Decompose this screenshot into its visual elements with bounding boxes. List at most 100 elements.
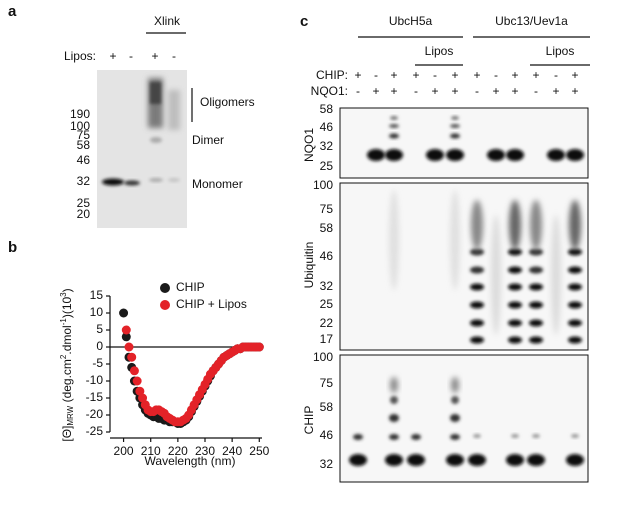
marker-label: 46 — [320, 428, 334, 442]
band — [450, 190, 460, 290]
x-tick-label: 250 — [249, 444, 269, 458]
blot — [339, 354, 589, 483]
marker-label: 25 — [77, 196, 91, 210]
marker-label: 46 — [77, 153, 91, 167]
marker-label: 25 — [320, 297, 334, 311]
band — [508, 319, 522, 327]
band — [568, 283, 582, 291]
annotation: Oligomers — [200, 95, 255, 109]
marker-label: 46 — [320, 120, 334, 134]
lane-sign: - — [433, 68, 437, 82]
band — [385, 149, 403, 161]
legend-label: CHIP — [176, 280, 205, 294]
blot — [339, 107, 589, 179]
band — [451, 396, 459, 404]
y-label-part: (deg.cm — [60, 359, 74, 406]
band — [491, 215, 501, 335]
lane-sign: + — [511, 68, 518, 82]
lane-sign: + — [151, 49, 158, 63]
marker-label: 58 — [77, 138, 91, 152]
band — [411, 434, 421, 440]
band — [470, 283, 484, 291]
point — [119, 308, 129, 318]
band — [390, 396, 398, 404]
x-tick-label: 210 — [141, 444, 161, 458]
point — [124, 342, 134, 352]
marker-label: 100 — [313, 178, 333, 192]
band — [450, 414, 460, 422]
lane-sign: + — [492, 84, 499, 98]
point — [132, 376, 142, 386]
band — [389, 133, 399, 139]
marker-label: 75 — [320, 376, 334, 390]
y-label-part: [Θ] — [60, 426, 74, 442]
row-label: NQO1: — [311, 84, 348, 98]
band — [551, 215, 561, 335]
blot — [339, 182, 589, 351]
band — [529, 319, 543, 327]
band — [446, 149, 464, 161]
row-label: CHIP: — [316, 68, 348, 82]
blot-label: Ubiquitin — [302, 242, 316, 289]
band — [389, 124, 399, 128]
band — [450, 434, 460, 440]
blot-label: CHIP — [302, 406, 316, 435]
lane-sign: + — [571, 68, 578, 82]
lane-sign: + — [412, 68, 419, 82]
band — [508, 266, 522, 274]
band — [568, 266, 582, 274]
lane-sign: + — [451, 84, 458, 98]
band — [407, 454, 425, 466]
band — [506, 149, 524, 161]
panel-label: b — [8, 239, 17, 256]
lane-sign: + — [552, 84, 559, 98]
annotation: Monomer — [192, 177, 243, 191]
y-tick-label: -25 — [86, 424, 104, 438]
band — [569, 200, 581, 250]
band — [470, 248, 484, 256]
point — [127, 352, 137, 362]
marker-label: 17 — [320, 332, 334, 346]
band — [451, 116, 459, 120]
band — [353, 434, 363, 440]
band — [349, 454, 367, 466]
marker-label: 100 — [313, 350, 333, 364]
x-tick-label: 200 — [114, 444, 134, 458]
band — [527, 454, 545, 466]
point — [121, 332, 131, 342]
annotation: Dimer — [192, 133, 224, 147]
lane-sign: - — [356, 84, 360, 98]
point — [121, 325, 131, 335]
x-axis-label: Wavelength (nm) — [145, 454, 236, 468]
band — [450, 133, 460, 139]
y-label-part: ) — [60, 288, 74, 292]
marker-label: 75 — [320, 202, 334, 216]
band — [450, 124, 460, 128]
marker-label: 58 — [320, 102, 334, 116]
point — [254, 342, 264, 352]
marker-label: 32 — [77, 174, 91, 188]
marker-label: 46 — [320, 249, 334, 263]
y-label-part: )(10 — [60, 296, 74, 318]
y-tick-label: 0 — [96, 339, 103, 353]
lane-sign: + — [372, 84, 379, 98]
lane-sign: + — [571, 84, 578, 98]
y-tick-label: -20 — [86, 407, 104, 421]
panel-label: c — [300, 13, 308, 30]
band — [471, 200, 483, 250]
legend-marker — [160, 283, 170, 293]
lane-sign: + — [532, 68, 539, 82]
legend-label: CHIP + Lipos — [176, 297, 247, 311]
band — [473, 434, 481, 438]
band — [470, 336, 484, 344]
legend-marker — [160, 300, 170, 310]
band — [508, 283, 522, 291]
y-label-part: 2 — [59, 354, 68, 359]
band — [571, 434, 579, 438]
x-tick-label: 230 — [195, 444, 215, 458]
y-tick-label: 15 — [90, 288, 104, 302]
lane-sign: - — [129, 49, 133, 63]
lipos-label: Lipos: — [64, 49, 96, 63]
lane-sign: + — [109, 49, 116, 63]
